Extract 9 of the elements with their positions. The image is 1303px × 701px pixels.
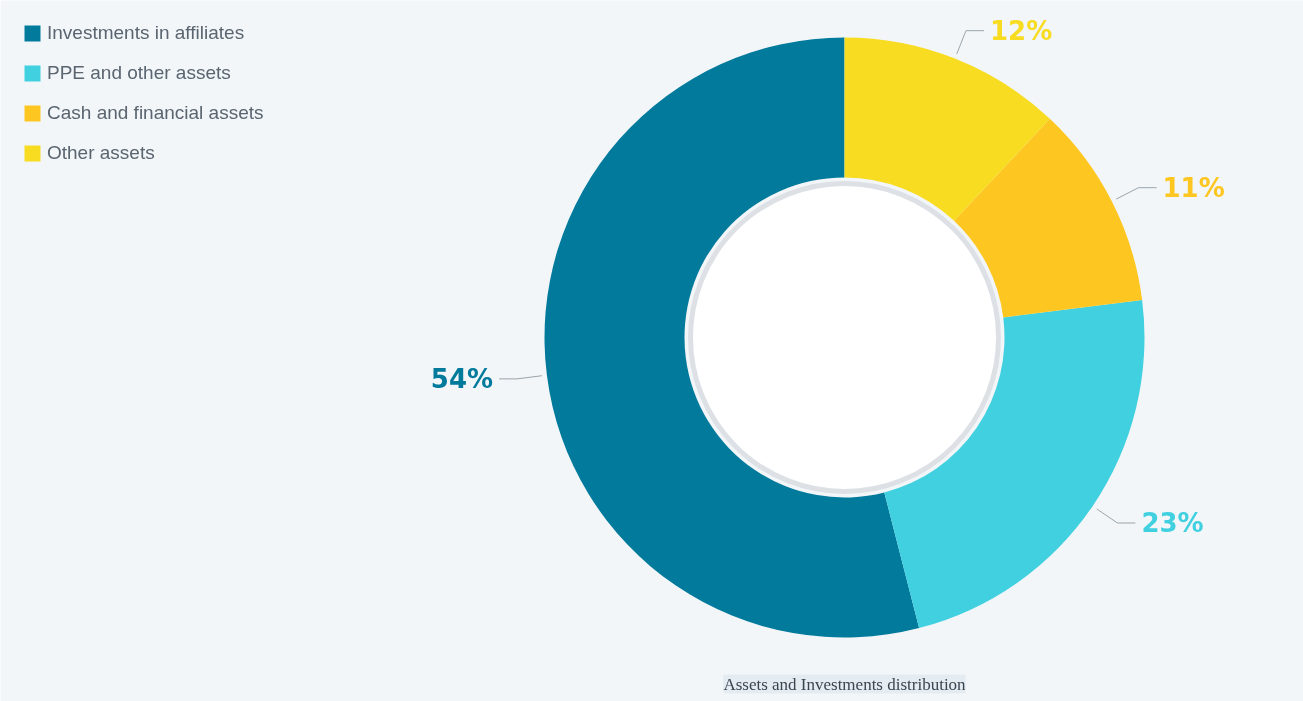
legend-label: Cash and financial assets — [47, 102, 264, 124]
legend-label: PPE and other assets — [47, 62, 231, 84]
legend-label: Investments in affiliates — [47, 22, 245, 44]
data-label: 12% — [989, 15, 1053, 46]
data-label: 11% — [1162, 172, 1225, 203]
data-label: 54% — [430, 363, 494, 394]
text: Assets and Investments distribution — [723, 674, 967, 694]
data-label: 23% — [1141, 507, 1204, 538]
legend-label: Other assets — [47, 142, 155, 164]
